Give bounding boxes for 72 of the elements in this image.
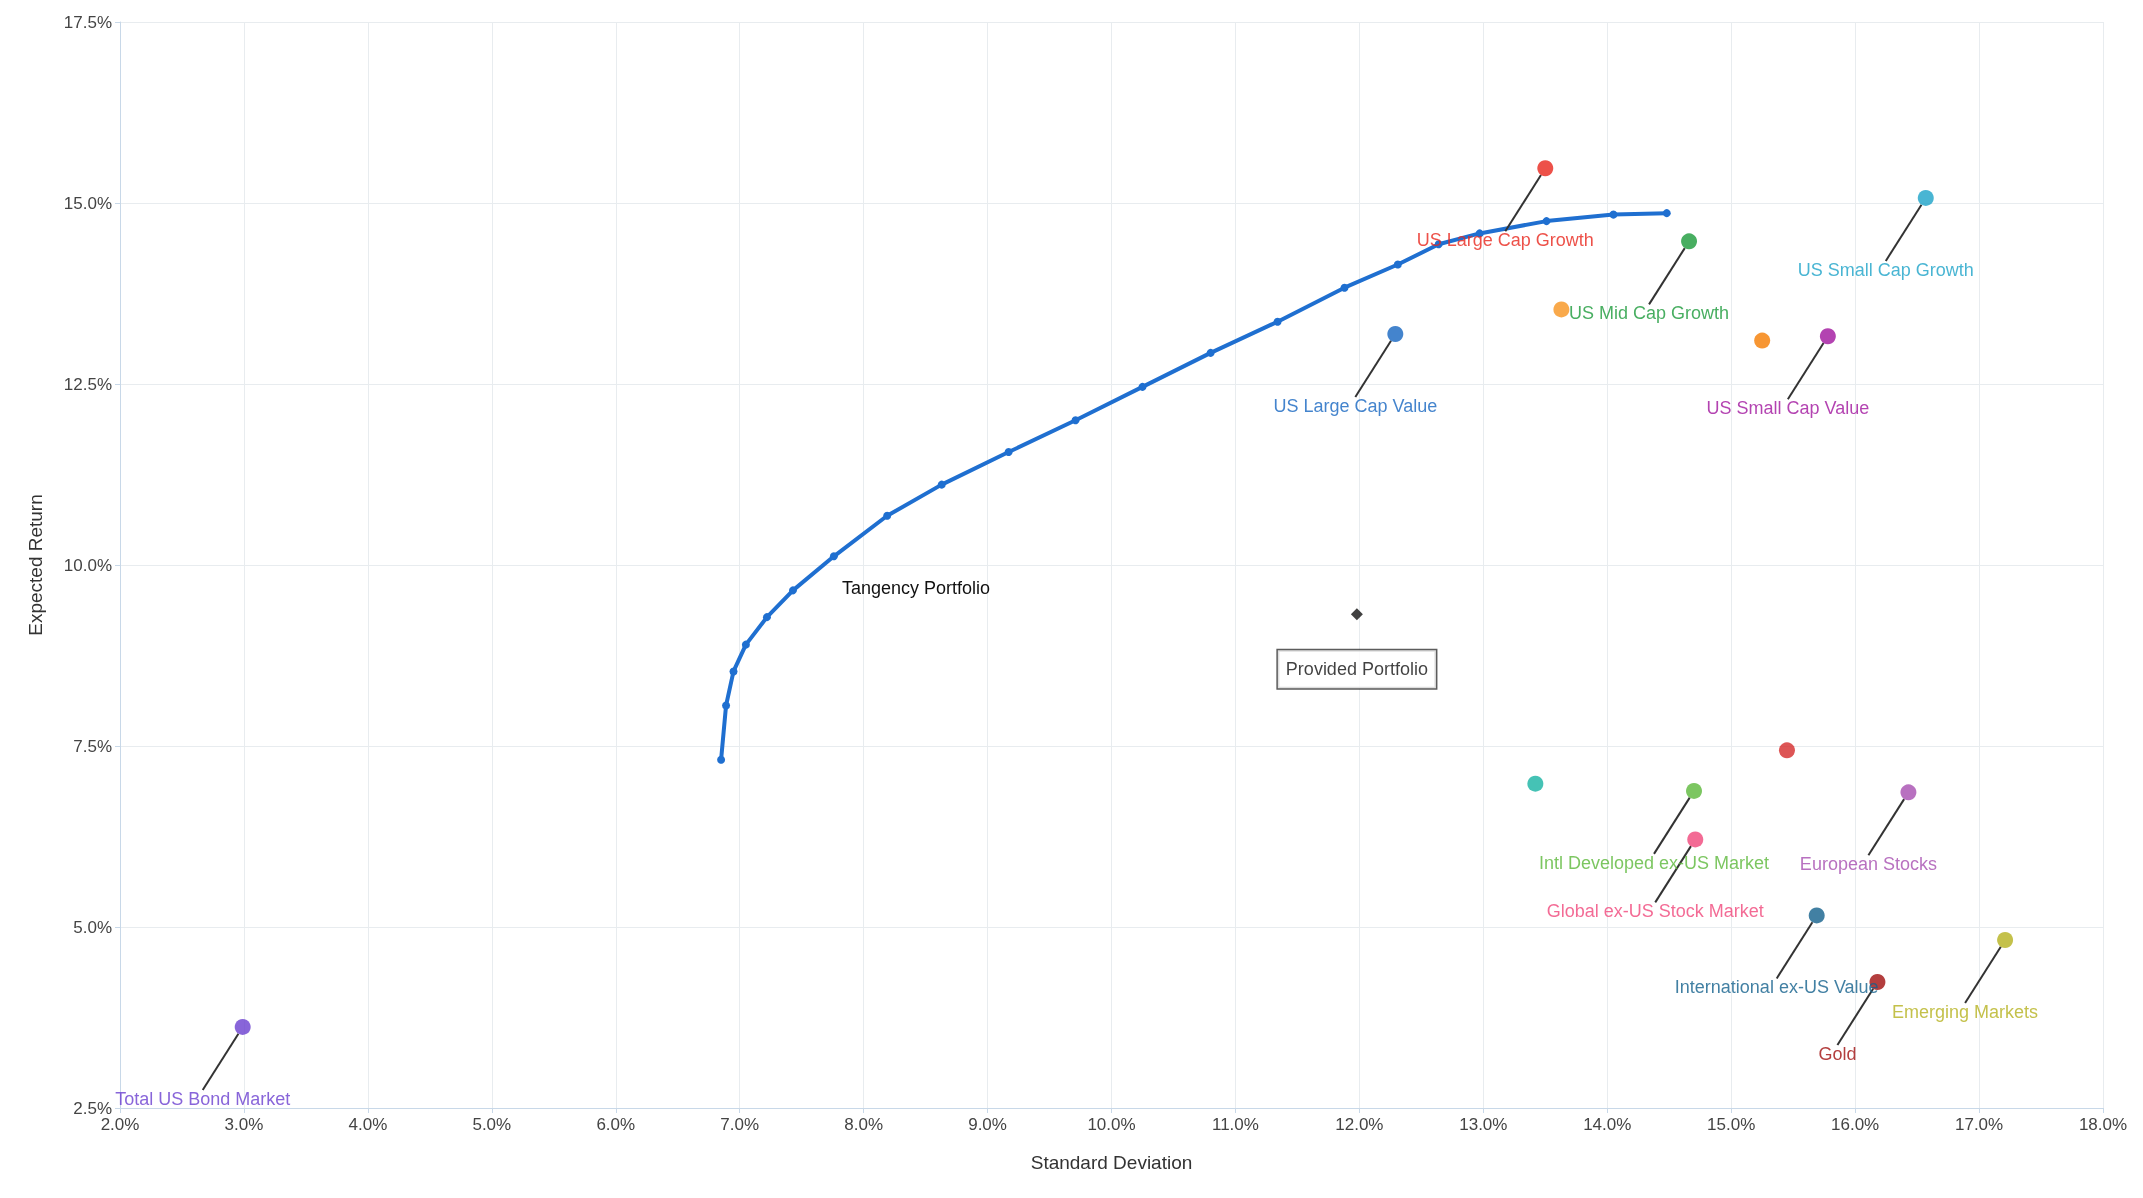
point [762,613,771,622]
point [883,511,892,520]
point [1609,210,1618,219]
text: US Small Cap Growth [1797,259,1974,280]
point [1917,189,1934,206]
point [1393,260,1402,269]
x-tick-label: 14.0% [1583,1115,1632,1134]
x-tick-label: 7.0% [720,1115,760,1134]
x-tick-label: 3.0% [224,1115,264,1134]
point [1350,608,1363,621]
x-tick-label: 11.0% [1211,1115,1259,1134]
x-tick-label: 6.0% [596,1115,636,1134]
x-tick-label: 17.0% [1954,1115,2004,1134]
point [1687,831,1704,848]
point [1542,217,1551,226]
point [1662,209,1671,218]
y-tick-label: 5.0% [73,917,112,937]
point [722,701,731,710]
point [1997,932,2014,949]
point [1778,742,1795,759]
point [1340,283,1349,292]
text: Provided Portfolio [1285,659,1428,680]
point [729,667,738,676]
x-axis-title: Standard Deviation [1030,1152,1193,1173]
y-tick-label: 12.5% [63,374,112,394]
x-tick-label: 10.0% [1087,1115,1136,1134]
point [717,755,726,764]
x-tick-label: 15.0% [1707,1115,1756,1134]
point [1138,382,1147,391]
y-tick-label: 17.5% [63,12,112,32]
point [937,480,946,489]
annotation: Tangency Portfolio [841,577,991,598]
x-tick-label: 13.0% [1459,1115,1508,1134]
point [1537,160,1554,177]
point [1004,448,1013,457]
point [1553,301,1570,318]
x-tick-label: 12.0% [1335,1115,1384,1134]
text: US Large Cap Value [1273,396,1438,417]
y-tick-label: 2.5% [73,1098,112,1118]
point [1754,332,1771,349]
text: Total US Bond Market [115,1088,291,1109]
point [1681,233,1698,250]
point [788,586,797,595]
point [234,1018,251,1035]
text: Emerging Markets [1892,1002,2039,1023]
y-axis-title: Expected Return [25,494,46,636]
text: US Mid Cap Growth [1569,303,1730,324]
point [741,640,750,649]
y-tick-label: 10.0% [63,555,112,575]
x-tick-label: 18.0% [2078,1115,2128,1134]
x-tick-label: 4.0% [348,1115,388,1134]
point [829,552,838,561]
point [1206,348,1215,357]
point [1900,784,1917,801]
text: Gold [1818,1044,1857,1065]
x-tick-label: 8.0% [844,1115,883,1134]
x-tick-label: 16.0% [1831,1115,1880,1134]
y-tick-label: 15.0% [63,193,112,213]
x-tick-label: 5.0% [472,1115,512,1134]
y-tick-label: 7.5% [73,736,112,756]
x-tick-label: 9.0% [968,1115,1007,1134]
point [1686,782,1703,799]
point [1387,326,1404,343]
text: US Small Cap Value [1706,398,1870,419]
text: European Stocks [1799,854,1937,875]
point [1808,907,1825,924]
point [1527,775,1544,792]
point [1071,416,1080,425]
point [1819,328,1836,345]
x-tick-label: 2.0% [100,1115,140,1134]
text: Global ex-US Stock Market [1546,901,1764,922]
point [1273,317,1282,326]
